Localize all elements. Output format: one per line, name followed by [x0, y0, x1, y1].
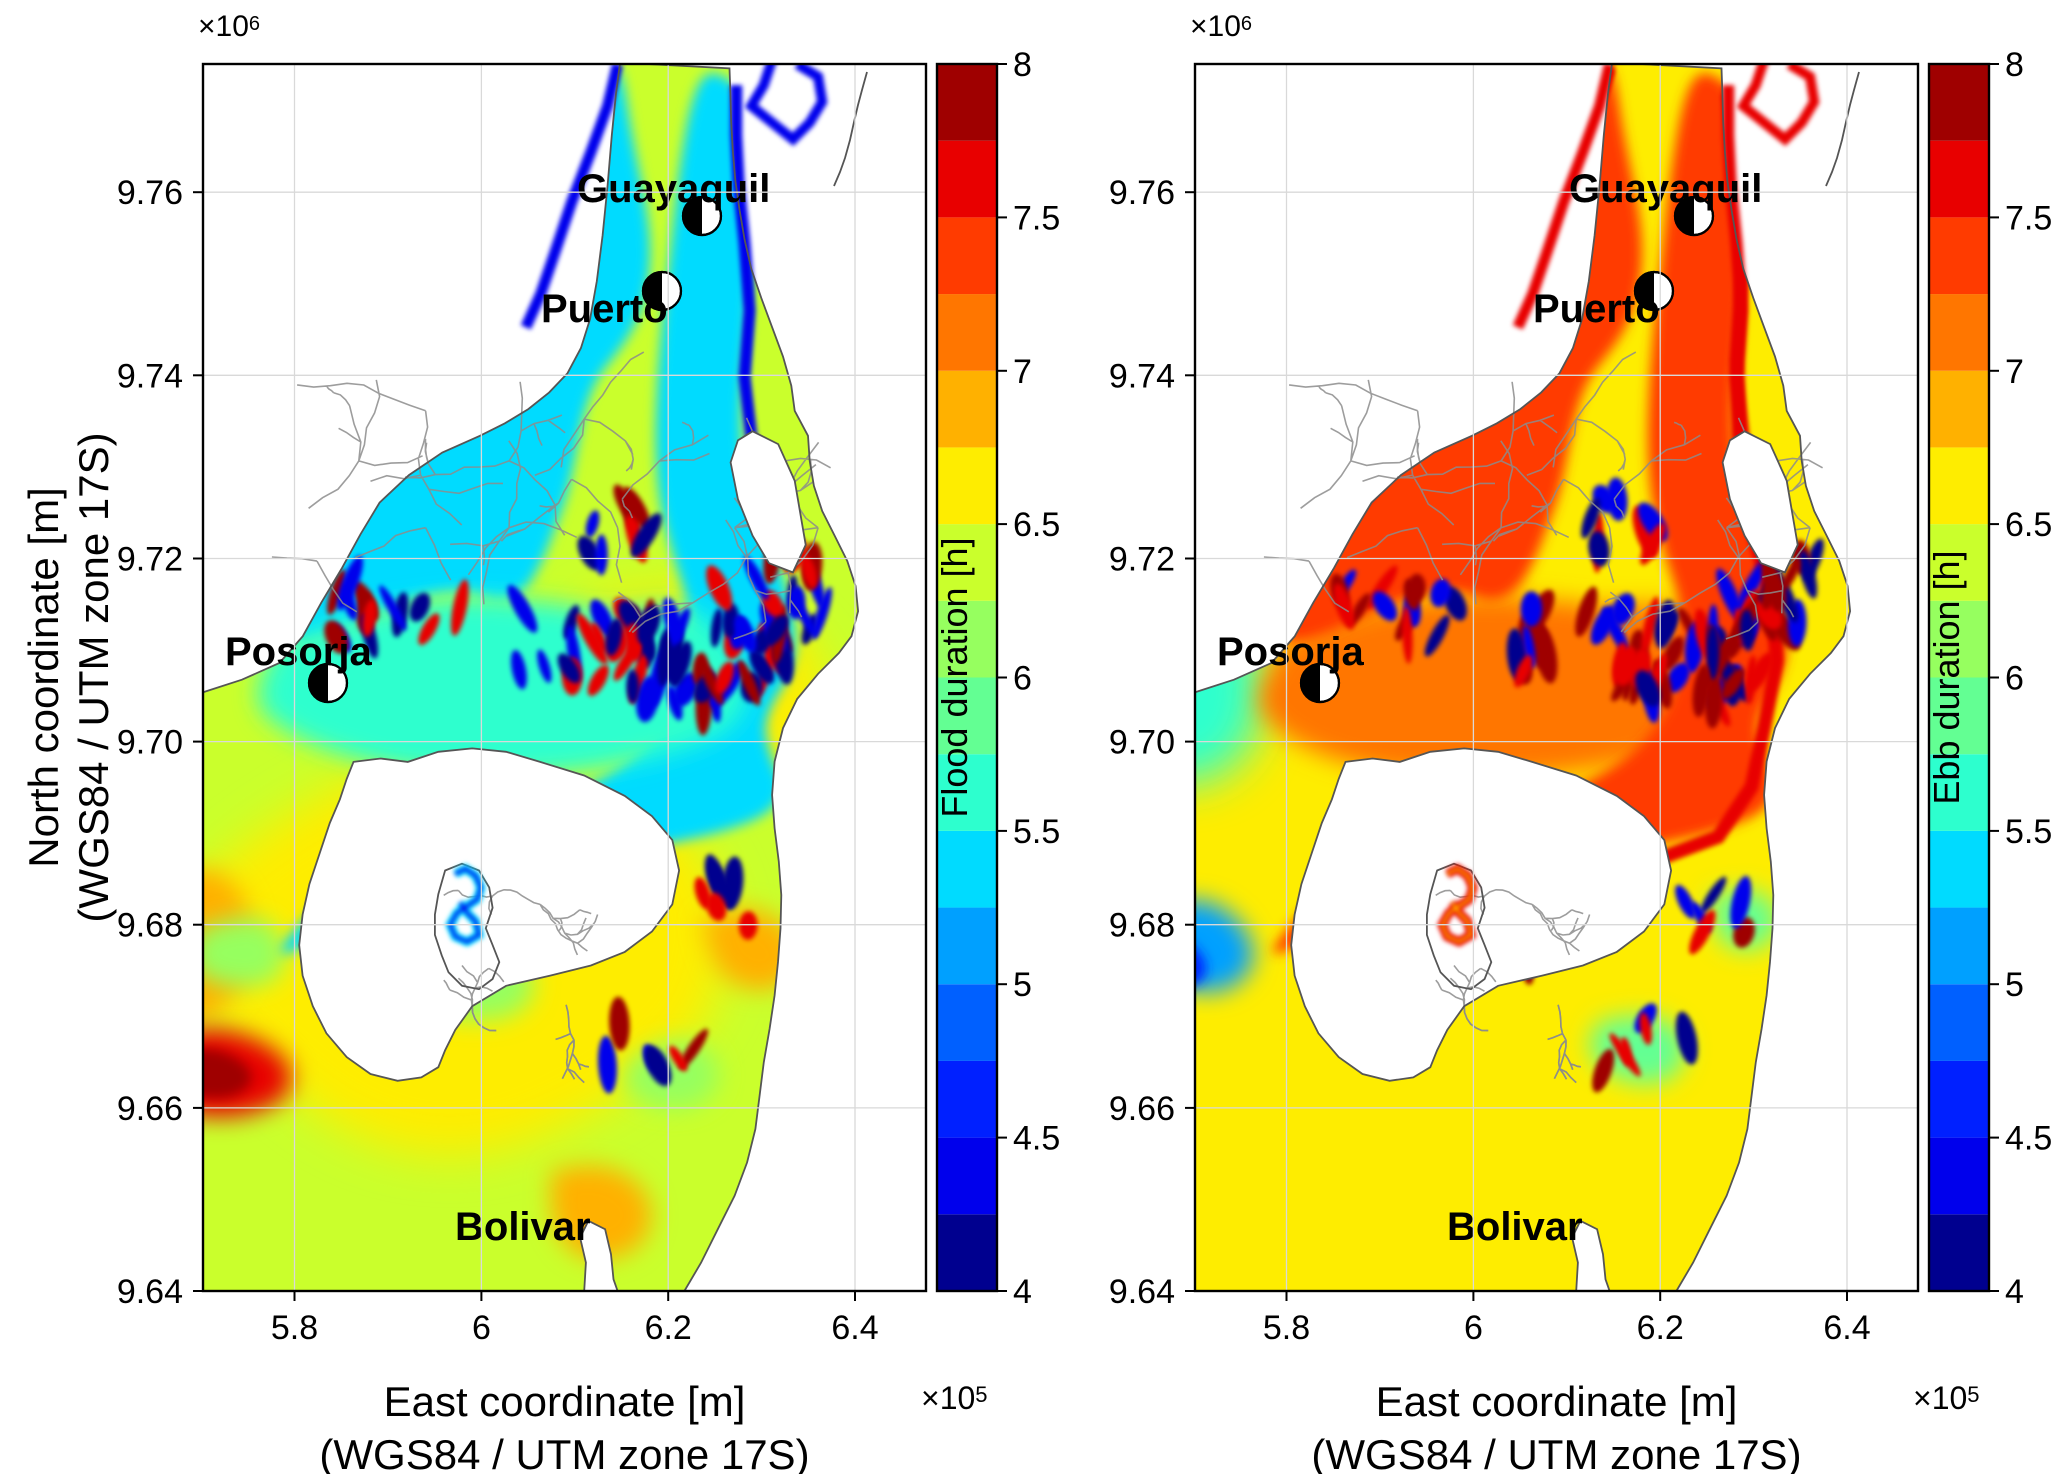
- svg-text:(WGS84 / UTM zone 17S): (WGS84 / UTM zone 17S): [1311, 1431, 1801, 1474]
- svg-text:6: 6: [472, 1309, 491, 1347]
- svg-text:9.68: 9.68: [1109, 907, 1175, 945]
- svg-text:5.5: 5.5: [1013, 813, 1060, 851]
- svg-text:9.76: 9.76: [117, 174, 183, 212]
- svg-text:6.4: 6.4: [1823, 1309, 1870, 1347]
- svg-text:9.64: 9.64: [1109, 1273, 1175, 1311]
- svg-text:9.76: 9.76: [1109, 174, 1175, 212]
- svg-text:5: 5: [2005, 966, 2024, 1004]
- svg-text:4.5: 4.5: [1013, 1120, 1060, 1158]
- svg-text:5.8: 5.8: [271, 1309, 318, 1347]
- svg-text:9.72: 9.72: [1109, 541, 1175, 579]
- svg-text:Guayaquil: Guayaquil: [577, 167, 770, 211]
- svg-text:4: 4: [2005, 1273, 2024, 1311]
- svg-text:6.4: 6.4: [831, 1309, 878, 1347]
- svg-text:Posorja: Posorja: [225, 630, 372, 674]
- svg-text:Flood duration [h]: Flood duration [h]: [934, 537, 975, 817]
- svg-text:7: 7: [1013, 353, 1032, 391]
- svg-text:8: 8: [1013, 46, 1032, 84]
- svg-text:6.5: 6.5: [2005, 506, 2052, 544]
- svg-text:9.68: 9.68: [117, 907, 183, 945]
- svg-text:7.5: 7.5: [1013, 199, 1060, 237]
- svg-text:9.64: 9.64: [117, 1273, 183, 1311]
- svg-text:7: 7: [2005, 353, 2024, 391]
- svg-text:East coordinate [m]: East coordinate [m]: [384, 1378, 746, 1425]
- svg-text:Bolivar: Bolivar: [455, 1205, 591, 1249]
- svg-text:9.70: 9.70: [117, 724, 183, 762]
- svg-text:6.2: 6.2: [645, 1309, 692, 1347]
- svg-text:Bolivar: Bolivar: [1447, 1205, 1583, 1249]
- svg-text:(WGS84 / UTM zone 17S): (WGS84 / UTM zone 17S): [70, 432, 117, 922]
- svg-text:North coordinate [m]: North coordinate [m]: [20, 487, 67, 868]
- svg-text:6: 6: [1464, 1309, 1483, 1347]
- svg-text:Guayaquil: Guayaquil: [1569, 167, 1762, 211]
- svg-text:6: 6: [2005, 660, 2024, 698]
- svg-text:4.5: 4.5: [2005, 1120, 2052, 1158]
- svg-text:5.5: 5.5: [2005, 813, 2052, 851]
- svg-text:Puerto: Puerto: [1533, 287, 1660, 331]
- svg-text:5.8: 5.8: [1263, 1309, 1310, 1347]
- svg-text:6.5: 6.5: [1013, 506, 1060, 544]
- svg-text:6: 6: [1013, 660, 1032, 698]
- svg-text:Ebb duration [h]: Ebb duration [h]: [1926, 550, 1967, 804]
- svg-text:9.72: 9.72: [117, 541, 183, 579]
- svg-text:9.66: 9.66: [1109, 1090, 1175, 1128]
- svg-text:6.2: 6.2: [1637, 1309, 1684, 1347]
- svg-text:9.74: 9.74: [117, 357, 183, 395]
- svg-text:7.5: 7.5: [2005, 199, 2052, 237]
- svg-text:9.74: 9.74: [1109, 357, 1175, 395]
- svg-text:Posorja: Posorja: [1217, 630, 1364, 674]
- svg-text:9.66: 9.66: [117, 1090, 183, 1128]
- svg-text:4: 4: [1013, 1273, 1032, 1311]
- svg-text:8: 8: [2005, 46, 2024, 84]
- svg-text:Puerto: Puerto: [541, 287, 668, 331]
- svg-text:(WGS84 / UTM zone 17S): (WGS84 / UTM zone 17S): [319, 1431, 809, 1474]
- svg-text:9.70: 9.70: [1109, 724, 1175, 762]
- svg-text:East coordinate [m]: East coordinate [m]: [1376, 1378, 1738, 1425]
- svg-text:5: 5: [1013, 966, 1032, 1004]
